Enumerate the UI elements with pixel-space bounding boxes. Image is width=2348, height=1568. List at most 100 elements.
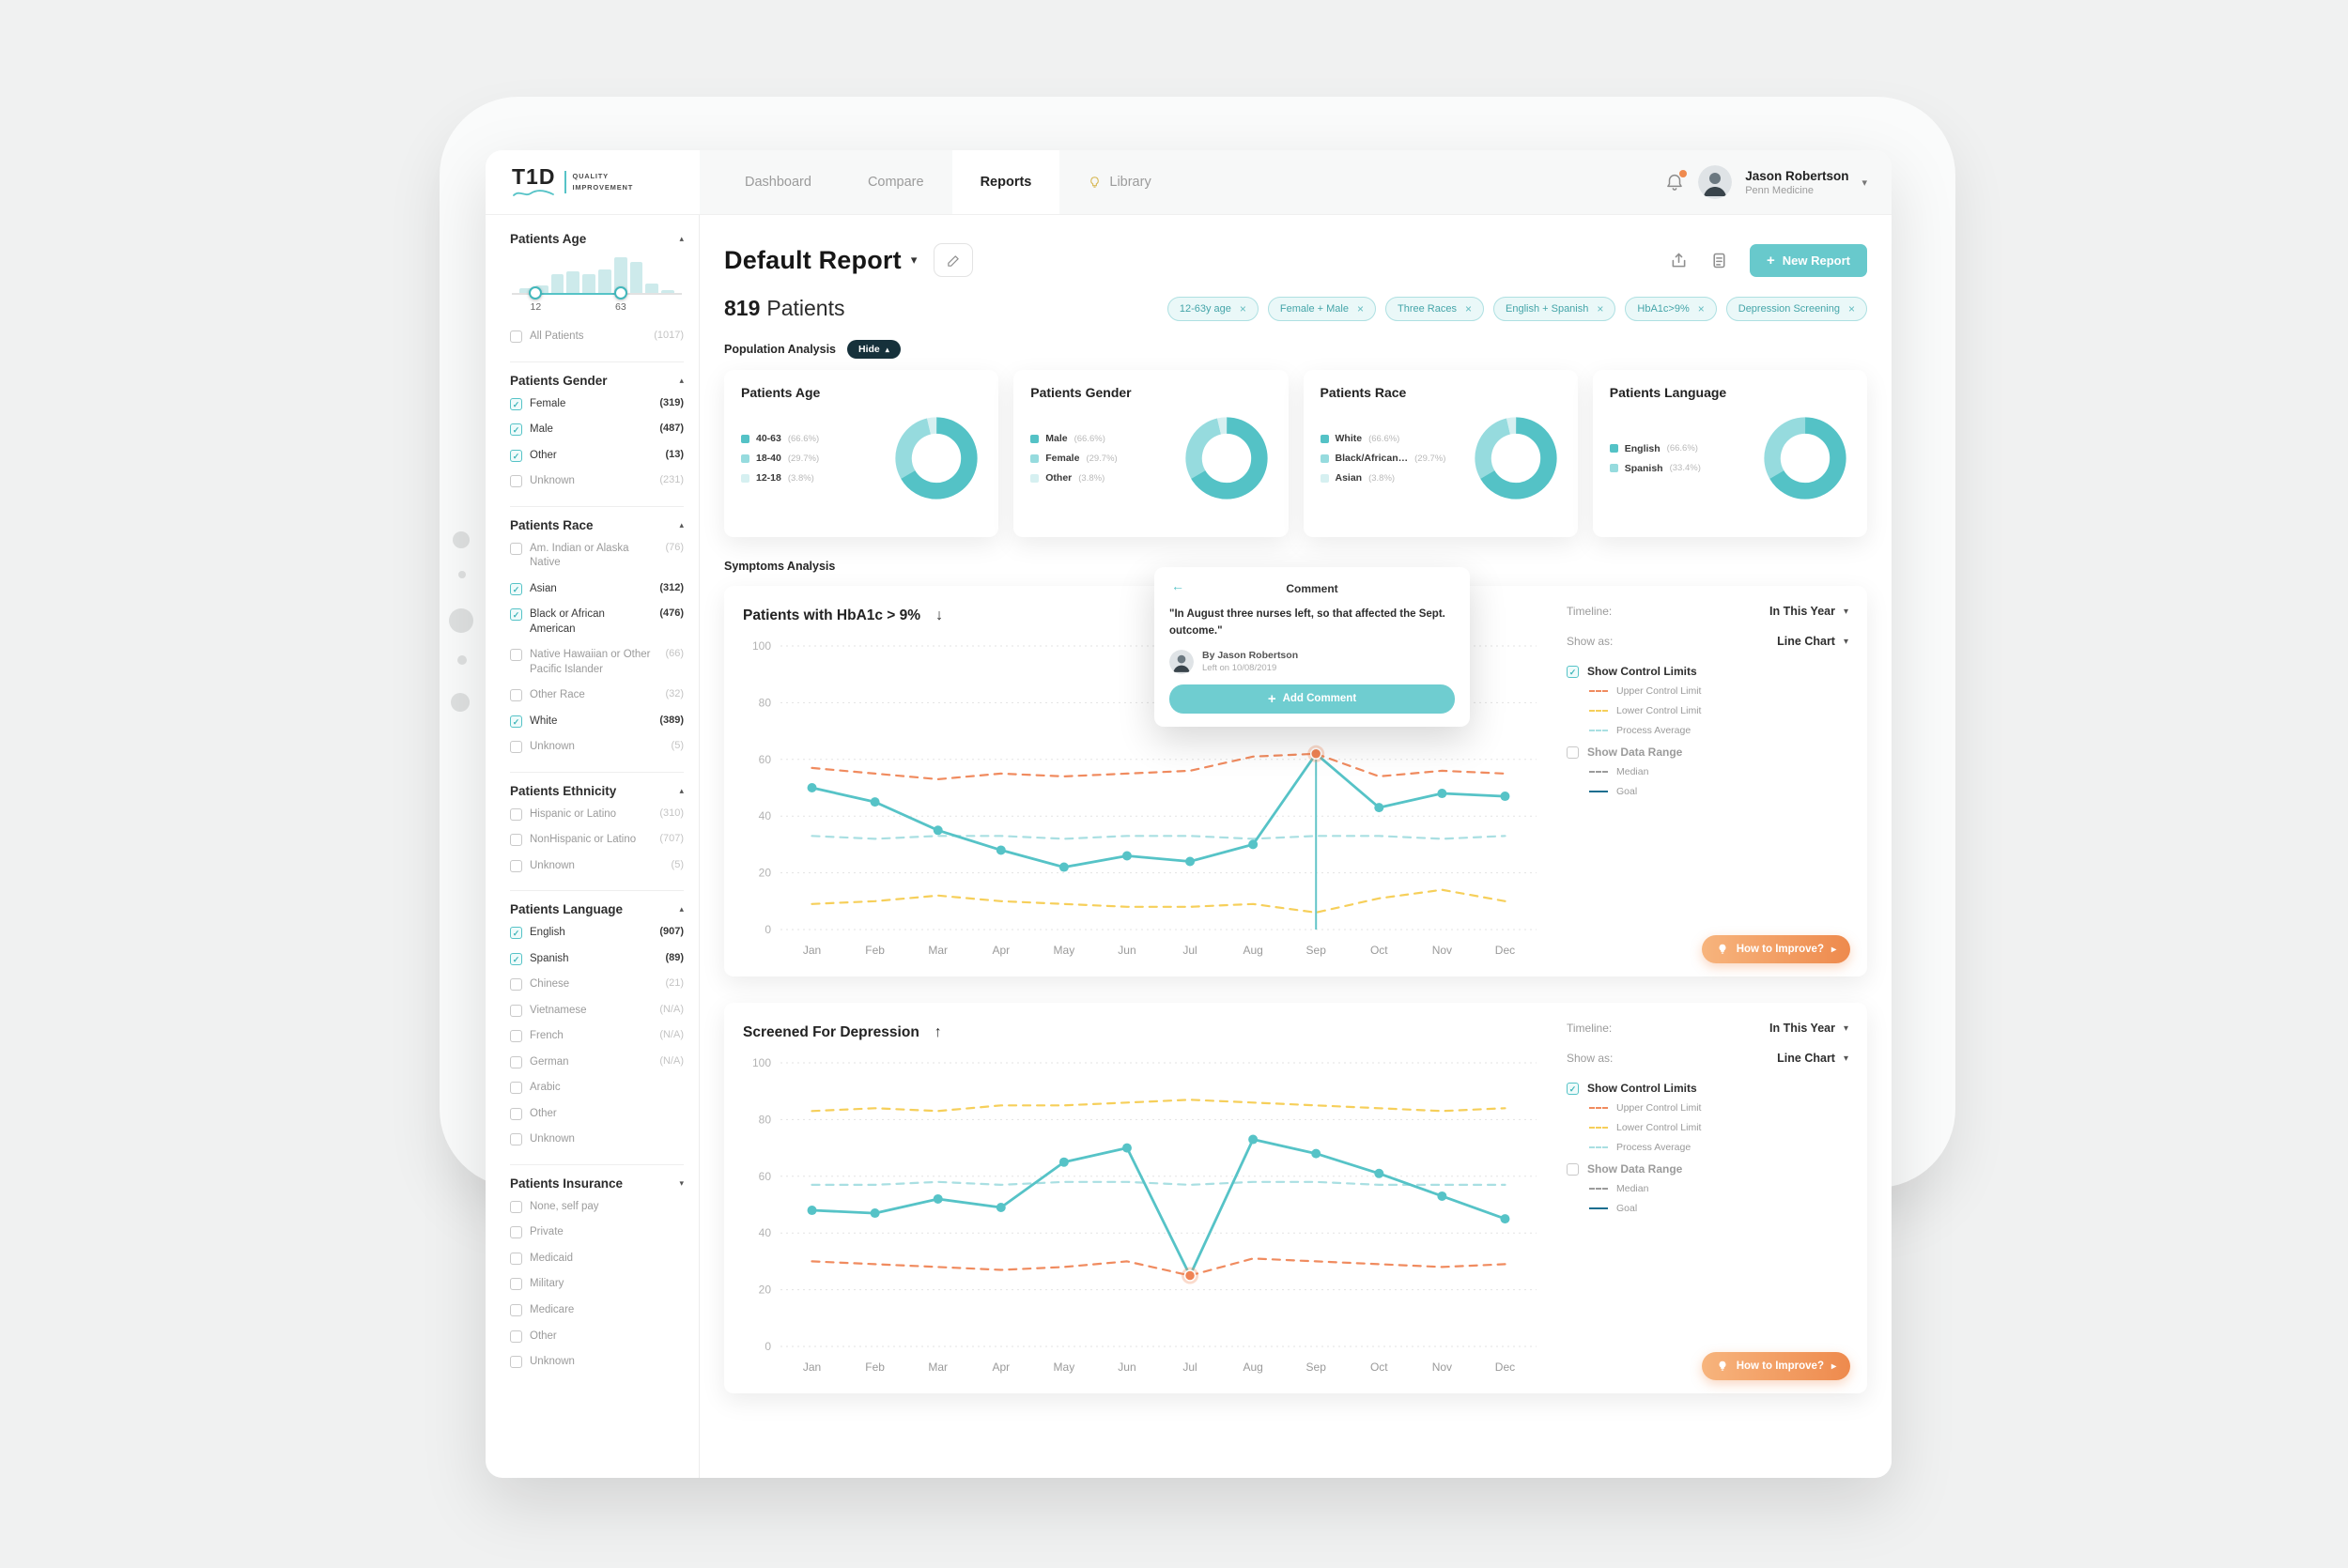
- filter-race-other-race[interactable]: Other Race (32): [510, 683, 684, 709]
- chevron-down-icon[interactable]: ▾: [1861, 177, 1867, 189]
- checkbox-icon[interactable]: [1567, 1163, 1579, 1176]
- checkbox-checked-icon[interactable]: ✓: [510, 449, 522, 462]
- filter-chip-12-63y-age[interactable]: 12-63y age ×: [1166, 296, 1259, 321]
- how-to-improve-button[interactable]: How to Improve? ▸: [1701, 1352, 1850, 1380]
- filter-language-french[interactable]: French (N/A): [510, 1023, 684, 1050]
- checkbox-icon[interactable]: [510, 1107, 522, 1120]
- filter-language-arabic[interactable]: Arabic: [510, 1075, 684, 1101]
- checkbox-icon[interactable]: [510, 1303, 522, 1316]
- checkbox-icon[interactable]: [510, 475, 522, 488]
- checkbox-icon[interactable]: [510, 859, 522, 872]
- filter-language-english[interactable]: ✓ English (907): [510, 920, 684, 946]
- notifications-button[interactable]: [1664, 170, 1688, 192]
- checkbox-checked-icon[interactable]: ✓: [510, 715, 522, 728]
- share-button[interactable]: [1665, 247, 1692, 274]
- filter-chip-depression-screening[interactable]: Depression Screening ×: [1725, 296, 1867, 321]
- filter-section-toggle-age[interactable]: Patients Age ▴: [510, 232, 684, 246]
- control-limits-toggle[interactable]: ✓ Show Control Limits: [1567, 665, 1848, 678]
- filter-insurance-other[interactable]: Other: [510, 1324, 684, 1350]
- arrow-up-icon[interactable]: ↑: [934, 1024, 942, 1040]
- filter-race-am-indian-or-alaska-native[interactable]: Am. Indian or Alaska Native (76): [510, 536, 684, 576]
- edit-report-button[interactable]: [934, 243, 974, 277]
- control-limits-toggle[interactable]: ✓ Show Control Limits: [1567, 1082, 1848, 1095]
- checkbox-icon[interactable]: [510, 1133, 522, 1146]
- close-icon[interactable]: ×: [1356, 301, 1364, 315]
- checkbox-icon[interactable]: [510, 1030, 522, 1043]
- filter-section-toggle-race[interactable]: Patients Race ▴: [510, 518, 684, 532]
- checkbox-checked-icon[interactable]: ✓: [1567, 1083, 1579, 1095]
- checkbox-icon[interactable]: [510, 331, 522, 343]
- checkbox-icon[interactable]: [510, 978, 522, 992]
- how-to-improve-button[interactable]: How to Improve? ▸: [1701, 935, 1850, 963]
- filter-section-toggle-gender[interactable]: Patients Gender ▴: [510, 374, 684, 388]
- timeline-value[interactable]: In This Year: [1769, 1022, 1835, 1035]
- filter-section-toggle-language[interactable]: Patients Language ▴: [510, 902, 684, 916]
- filter-section-toggle-ethnicity[interactable]: Patients Ethnicity ▴: [510, 784, 684, 798]
- nav-item-reports[interactable]: Reports: [951, 150, 1060, 214]
- filter-gender-male[interactable]: ✓ Male (487): [510, 417, 684, 443]
- arrow-down-icon[interactable]: ↓: [935, 607, 944, 623]
- filter-chip-english-spanish[interactable]: English + Spanish ×: [1493, 296, 1616, 321]
- chevron-down-icon[interactable]: ▾: [1843, 1053, 1848, 1064]
- filter-language-vietnamese[interactable]: Vietnamese (N/A): [510, 998, 684, 1024]
- filter-race-unknown[interactable]: Unknown (5): [510, 734, 684, 761]
- checkbox-checked-icon[interactable]: ✓: [510, 397, 522, 410]
- filter-language-chinese[interactable]: Chinese (21): [510, 972, 684, 998]
- back-arrow-icon[interactable]: ←: [1171, 578, 1184, 593]
- close-icon[interactable]: ×: [1239, 301, 1246, 315]
- checkbox-checked-icon[interactable]: ✓: [510, 608, 522, 622]
- checkbox-icon[interactable]: [510, 1082, 522, 1095]
- data-range-toggle[interactable]: Show Data Range: [1567, 746, 1848, 759]
- close-icon[interactable]: ×: [1697, 301, 1705, 315]
- filter-chip-hba1c-9[interactable]: HbA1c>9% ×: [1625, 296, 1717, 321]
- checkbox-icon[interactable]: [510, 1278, 522, 1291]
- filter-language-spanish[interactable]: ✓ Spanish (89): [510, 946, 684, 973]
- timeline-value[interactable]: In This Year: [1769, 605, 1835, 618]
- filter-race-white[interactable]: ✓ White (389): [510, 709, 684, 735]
- checkbox-checked-icon[interactable]: ✓: [510, 582, 522, 595]
- export-document-button[interactable]: [1706, 247, 1733, 274]
- checkbox-icon[interactable]: [510, 649, 522, 662]
- checkbox-icon[interactable]: [510, 1330, 522, 1343]
- filter-ethnicity-unknown[interactable]: Unknown (5): [510, 853, 684, 880]
- checkbox-icon[interactable]: [510, 689, 522, 702]
- checkbox-icon[interactable]: [510, 834, 522, 847]
- checkbox-icon[interactable]: [510, 1004, 522, 1017]
- checkbox-checked-icon[interactable]: ✓: [510, 423, 522, 437]
- filter-language-german[interactable]: German (N/A): [510, 1050, 684, 1076]
- filter-insurance-military[interactable]: Military: [510, 1271, 684, 1298]
- show-as-value[interactable]: Line Chart: [1777, 635, 1835, 648]
- filter-race-native-hawaiian-or-other-pacific-islander[interactable]: Native Hawaiian or Other Pacific Islande…: [510, 642, 684, 683]
- checkbox-icon[interactable]: [510, 741, 522, 754]
- nav-item-library[interactable]: Library: [1059, 150, 1179, 214]
- nav-item-dashboard[interactable]: Dashboard: [717, 150, 840, 214]
- checkbox-icon[interactable]: [510, 1055, 522, 1068]
- filter-ethnicity-hispanic-or-latino[interactable]: Hispanic or Latino (310): [510, 802, 684, 828]
- new-report-button[interactable]: + New Report: [1750, 243, 1867, 277]
- chevron-down-icon[interactable]: ▾: [1843, 606, 1848, 617]
- close-icon[interactable]: ×: [1597, 301, 1604, 315]
- filter-gender-female[interactable]: ✓ Female (319): [510, 392, 684, 418]
- filter-race-asian[interactable]: ✓ Asian (312): [510, 576, 684, 603]
- filter-insurance-none-self-pay[interactable]: None, self pay: [510, 1194, 684, 1221]
- filter-insurance-medicare[interactable]: Medicare: [510, 1298, 684, 1324]
- close-icon[interactable]: ×: [1847, 301, 1855, 315]
- user-avatar[interactable]: [1698, 165, 1733, 199]
- filter-ethnicity-nonhispanic-or-latino[interactable]: NonHispanic or Latino (707): [510, 827, 684, 853]
- slider-handle-max[interactable]: [613, 286, 627, 300]
- checkbox-icon[interactable]: [510, 1356, 522, 1369]
- chevron-down-icon[interactable]: ▾: [1843, 636, 1848, 647]
- filter-chip-female-male[interactable]: Female + Male ×: [1267, 296, 1376, 321]
- filter-race-black-or-african-american[interactable]: ✓ Black or African American (476): [510, 602, 684, 642]
- checkbox-checked-icon[interactable]: ✓: [1567, 666, 1579, 678]
- close-icon[interactable]: ×: [1464, 301, 1472, 315]
- filter-language-other[interactable]: Other: [510, 1101, 684, 1128]
- filter-section-toggle-insurance[interactable]: Patients Insurance ▾: [510, 1176, 684, 1191]
- checkbox-checked-icon[interactable]: ✓: [510, 952, 522, 965]
- filter-gender-other[interactable]: ✓ Other (13): [510, 443, 684, 469]
- add-comment-button[interactable]: + Add Comment: [1169, 684, 1455, 714]
- filter-insurance-unknown[interactable]: Unknown: [510, 1349, 684, 1376]
- age-range-slider[interactable]: 12 63: [510, 257, 684, 316]
- checkbox-icon[interactable]: [510, 1252, 522, 1265]
- chevron-down-icon[interactable]: ▾: [1843, 1022, 1848, 1034]
